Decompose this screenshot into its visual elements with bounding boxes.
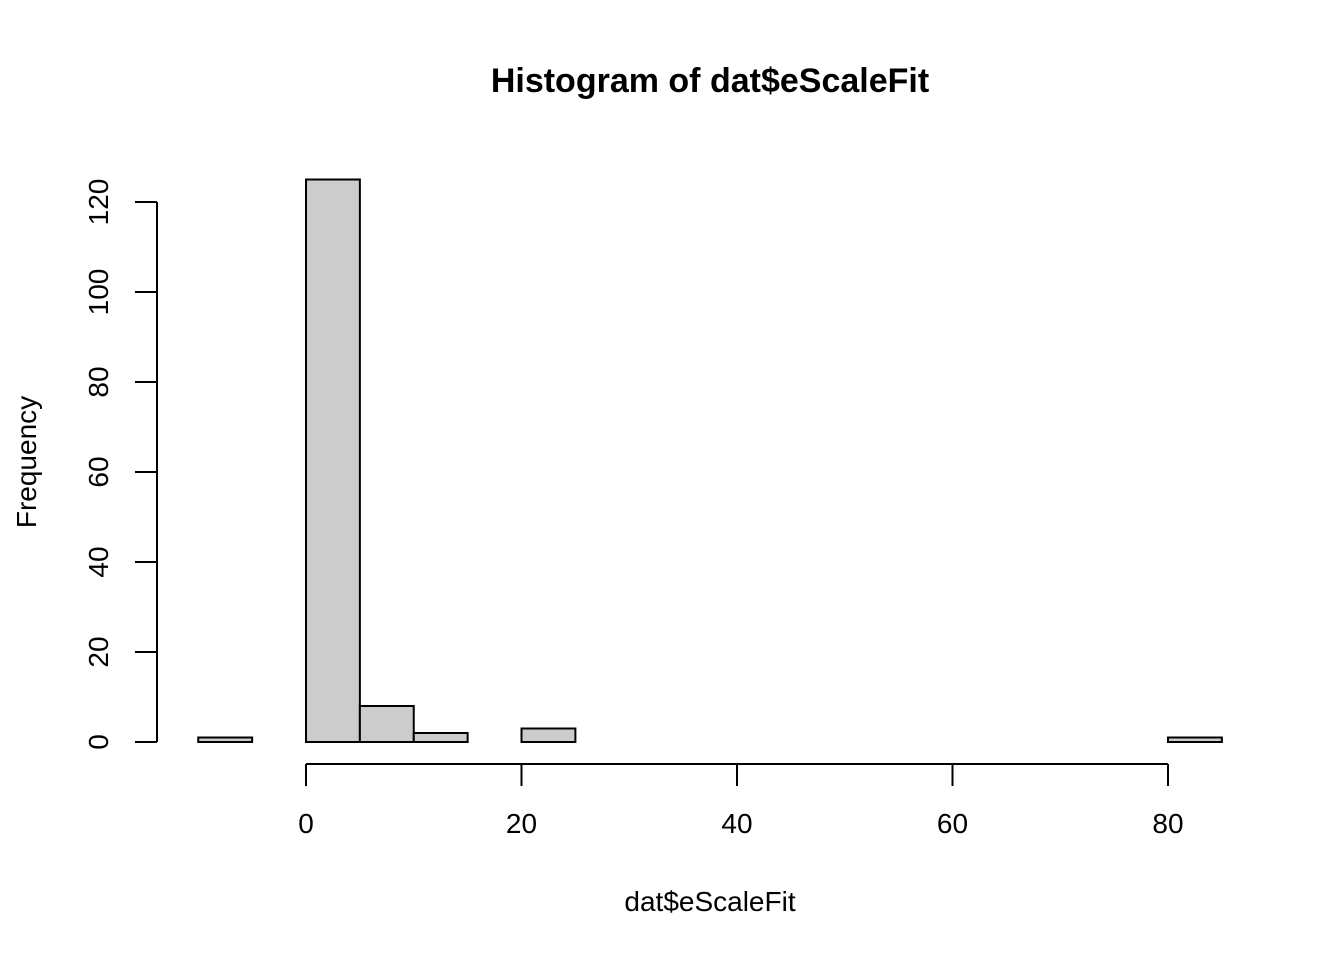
- histogram-bar-0: [197, 736, 254, 743]
- y-tick-label-0: 0: [83, 734, 114, 750]
- x-axis-label: dat$eScaleFit: [624, 886, 795, 917]
- histogram-bar-4: [412, 732, 469, 743]
- histogram-bar-6: [520, 727, 577, 743]
- y-axis: 0 20 40 60 80 100 120: [83, 179, 158, 750]
- y-tick-label-1: 20: [83, 636, 114, 667]
- histogram-bar-18: [1167, 736, 1223, 743]
- histogram-bar-2: [305, 178, 361, 743]
- x-tick-label-0: 0: [298, 808, 314, 839]
- x-tick-label-3: 60: [937, 808, 968, 839]
- y-tick-label-2: 40: [83, 546, 114, 577]
- chart-title: Histogram of dat$eScaleFit: [491, 62, 929, 100]
- histogram-bars: [197, 178, 1223, 743]
- histogram-bar-3: [358, 705, 415, 743]
- x-tick-label-2: 40: [721, 808, 752, 839]
- y-tick-label-3: 60: [83, 456, 114, 487]
- y-axis-label: Frequency: [11, 396, 42, 528]
- y-tick-label-4: 80: [83, 366, 114, 397]
- x-tick-label-4: 80: [1152, 808, 1183, 839]
- y-tick-label-5: 100: [83, 269, 114, 316]
- x-tick-label-1: 20: [506, 808, 537, 839]
- y-tick-label-6: 120: [83, 179, 114, 226]
- x-axis: 0 20 40 60 80: [298, 763, 1184, 839]
